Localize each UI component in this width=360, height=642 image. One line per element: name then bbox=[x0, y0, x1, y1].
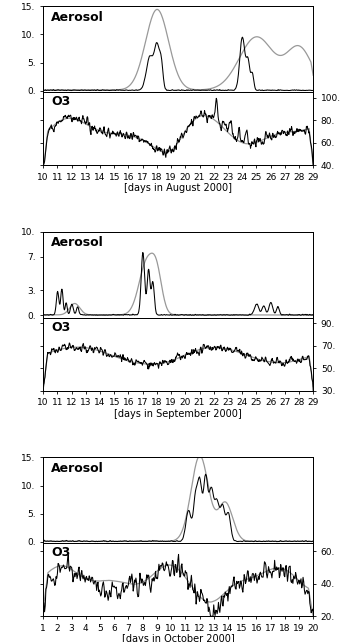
Text: Aerosol: Aerosol bbox=[51, 11, 104, 24]
Text: O3: O3 bbox=[51, 321, 71, 334]
X-axis label: [days in September 2000]: [days in September 2000] bbox=[114, 409, 242, 419]
X-axis label: [days in August 2000]: [days in August 2000] bbox=[124, 183, 232, 193]
Text: O3: O3 bbox=[51, 546, 71, 559]
Text: Aerosol: Aerosol bbox=[51, 236, 104, 249]
Text: Aerosol: Aerosol bbox=[51, 462, 104, 475]
X-axis label: [days in October 2000]: [days in October 2000] bbox=[122, 634, 235, 642]
Text: O3: O3 bbox=[51, 95, 71, 108]
